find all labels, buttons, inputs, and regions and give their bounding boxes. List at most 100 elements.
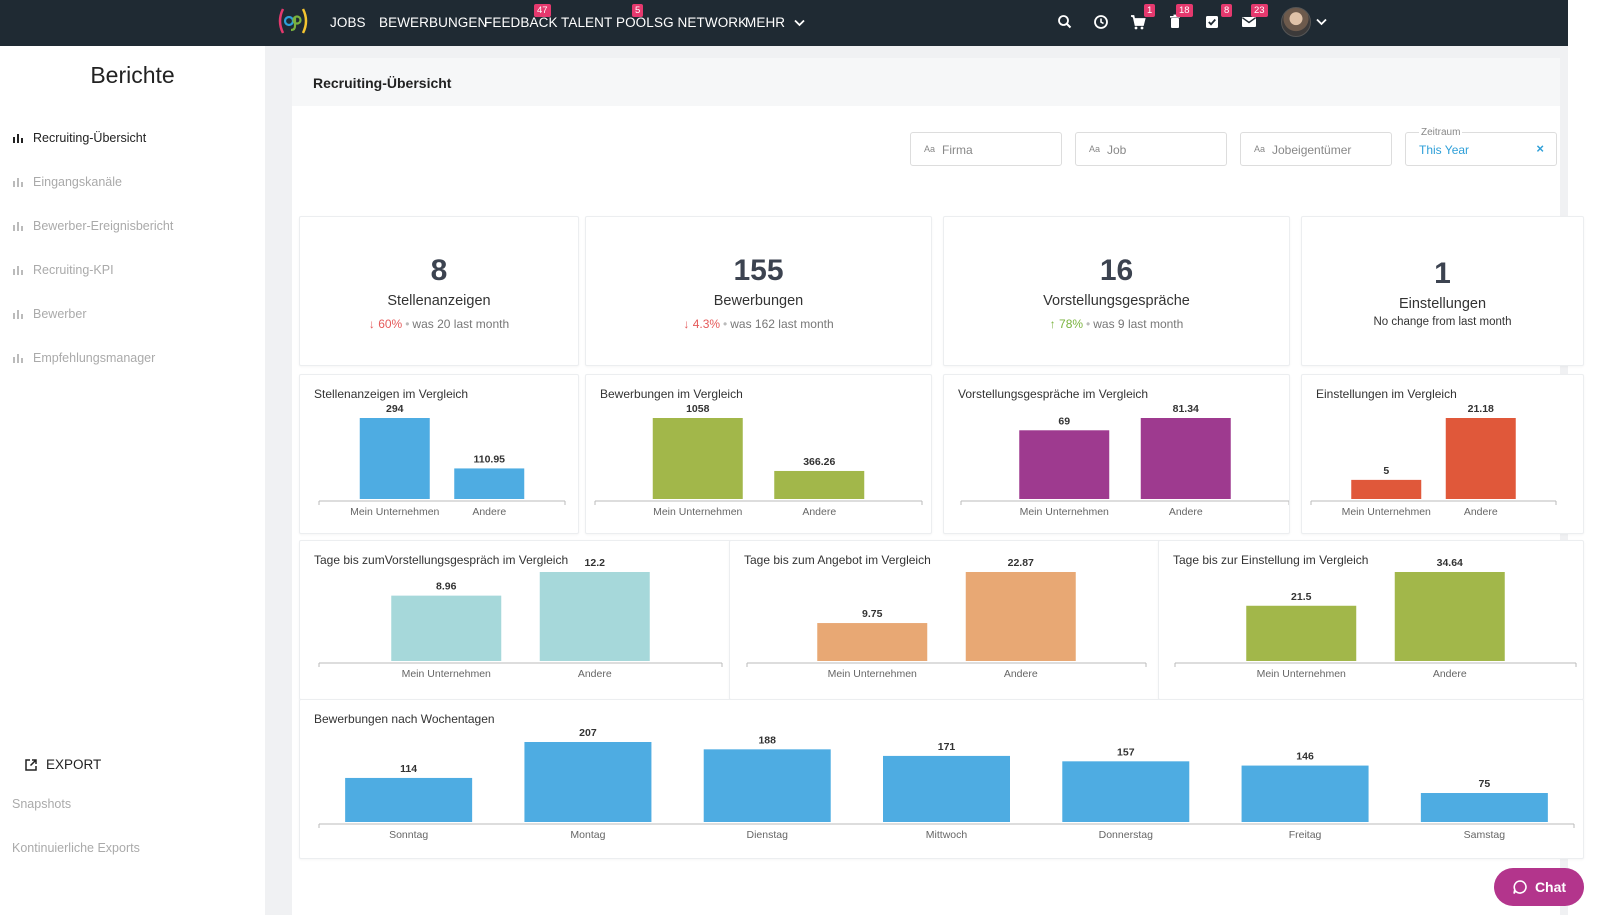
bar[interactable] <box>652 418 743 499</box>
sidebar-item-bewerber[interactable]: Bewerber <box>12 307 87 321</box>
nav-bewerbungen[interactable]: BEWERBUNGEN <box>379 15 488 30</box>
bar-chart-icon <box>13 354 23 363</box>
zeitraum-filter[interactable]: Zeitraum This Year × <box>1405 127 1557 166</box>
chat-bubble-icon <box>1513 880 1527 894</box>
chart-plot: 5 Mein Unternehmen 21.18 Andere <box>1310 403 1557 518</box>
job-filter[interactable]: Aa Job <box>1075 132 1227 166</box>
bar-chart-icon <box>13 222 23 231</box>
bar[interactable] <box>539 572 650 661</box>
avatar-chevron-down-icon[interactable] <box>1316 18 1327 26</box>
chart-plot: 8.96 Mein Unternehmen 12.2 Andere <box>318 557 723 680</box>
sidebar-item-eingangskanaele[interactable]: Eingangskanäle <box>12 175 122 189</box>
category-label: Mein Unternehmen <box>402 668 491 680</box>
sidebar-title: Berichte <box>90 62 175 88</box>
bar[interactable] <box>345 777 473 822</box>
nav-mehr-label: MEHR <box>745 15 786 30</box>
nav-talent-pool[interactable]: TALENT POOL <box>561 15 654 30</box>
chart-title: Bewerbungen im Vergleich <box>600 387 743 401</box>
bar[interactable] <box>1062 761 1190 822</box>
bar-value-label: 171 <box>938 741 956 753</box>
chart-tage-vorstellungsgespraech: 8.96 Mein Unternehmen 12.2 Andere Tage bis … <box>299 540 733 700</box>
snapshots-link[interactable]: Snapshots <box>12 797 72 811</box>
chart-title: Tage bis zum Angebot im Vergleich <box>744 553 931 567</box>
feedback-badge: 47 <box>534 4 551 17</box>
bar[interactable] <box>1140 418 1231 499</box>
cart-icon[interactable] <box>1128 12 1148 32</box>
category-label: Andere <box>1464 506 1498 518</box>
bar[interactable] <box>454 468 525 499</box>
kpi-note: No change from last month <box>1373 316 1512 328</box>
text-type-icon: Aa <box>924 144 936 154</box>
continuous-exports-link[interactable]: Kontinuierliche Exports <box>12 841 140 855</box>
bar[interactable] <box>1420 793 1548 822</box>
mail-icon[interactable] <box>1239 12 1259 32</box>
bar[interactable] <box>1241 765 1369 822</box>
kpi-label: Bewerbungen <box>713 293 804 309</box>
firma-filter[interactable]: Aa Firma <box>910 132 1062 166</box>
export-button[interactable]: EXPORT <box>24 757 101 772</box>
bar-value-label: 69 <box>1058 415 1070 427</box>
arrow-down-icon: ↓ <box>368 317 375 331</box>
bar[interactable] <box>1246 605 1357 661</box>
bar[interactable] <box>703 749 831 822</box>
clear-icon[interactable]: × <box>1536 141 1544 156</box>
category-label: Dienstag <box>746 829 788 841</box>
main-header: Recruiting-Übersicht <box>292 58 1560 106</box>
nav-sg-network[interactable]: SG NETWORK <box>654 15 748 30</box>
nav-jobs[interactable]: JOBS <box>330 15 366 30</box>
bar-value-label: 8.96 <box>436 581 457 593</box>
bar[interactable] <box>524 742 652 822</box>
sidebar-item-empfehlungsmanager[interactable]: Empfehlungsmanager <box>12 351 155 365</box>
external-link-icon <box>25 758 37 771</box>
bar[interactable] <box>965 572 1076 661</box>
nav-feedback[interactable]: FEEDBACK <box>484 15 558 30</box>
zeitraum-label: Zeitraum <box>1419 127 1463 138</box>
sidebar-item-bewerber-ereignisbericht[interactable]: Bewerber-Ereignisbericht <box>12 219 173 233</box>
bar[interactable] <box>1394 572 1505 661</box>
chat-button[interactable]: Chat <box>1494 868 1584 906</box>
sidebar-item-recruiting-kpi[interactable]: Recruiting-KPI <box>12 263 114 277</box>
category-label: Donnerstag <box>1099 829 1153 841</box>
sg-logo[interactable] <box>276 6 310 36</box>
category-label: Montag <box>570 829 605 841</box>
bar[interactable] <box>1445 418 1516 499</box>
bar-value-label: 21.5 <box>1291 591 1312 603</box>
sidebar-item-label: Bewerber-Ereignisbericht <box>33 219 174 233</box>
bar[interactable] <box>391 595 502 661</box>
checkbox-icon[interactable] <box>1202 12 1222 32</box>
kpi-delta-pct: 78% <box>1059 317 1084 331</box>
sidebar-item-recruiting-uebersicht[interactable]: Recruiting-Übersicht <box>12 131 146 145</box>
kpi-delta-suffix: last month <box>453 317 510 331</box>
page-title: Recruiting-Übersicht <box>313 75 452 91</box>
bar-value-label: 81.34 <box>1173 403 1199 415</box>
avatar[interactable] <box>1281 7 1311 37</box>
chart-tage-angebot: 9.75 Mein Unternehmen 22.87 Andere Tage bis… <box>729 540 1163 700</box>
chart-plot: 114 Sonntag 207 Montag 188 Dienstag 171 Mittwoc… <box>318 727 1575 841</box>
trash-icon[interactable] <box>1165 12 1185 32</box>
chart-title: Stellenanzeigen im Vergleich <box>314 387 469 401</box>
trash-badge: 18 <box>1176 4 1193 17</box>
kpi-label: Vorstellungsgespräche <box>1043 293 1190 309</box>
bar-value-label: 207 <box>579 727 597 739</box>
search-icon[interactable] <box>1055 12 1075 32</box>
bar[interactable] <box>774 470 865 499</box>
bar[interactable] <box>359 418 430 499</box>
kpi-delta-was: was 9 <box>1093 317 1125 331</box>
kpi-value: 1 <box>1434 257 1451 290</box>
bar[interactable] <box>883 755 1010 822</box>
nav-mehr[interactable]: MEHR <box>745 15 805 30</box>
bar[interactable] <box>817 623 928 661</box>
arrow-down-icon: ↓ <box>683 317 690 331</box>
category-label: Mein Unternehmen <box>1257 668 1346 680</box>
bar[interactable] <box>1351 479 1422 499</box>
bar[interactable] <box>1019 430 1110 499</box>
category-label: Mein Unternehmen <box>828 668 917 680</box>
jobeigentuemer-filter[interactable]: Aa Jobeigentümer <box>1240 132 1392 166</box>
chevron-down-icon <box>794 19 805 27</box>
bar-value-label: 157 <box>1117 746 1135 758</box>
kpi-delta: ↓ 60% • was 20 last month <box>368 317 510 331</box>
category-label: Mittwoch <box>926 829 968 841</box>
clock-icon[interactable] <box>1091 12 1111 32</box>
export-label: EXPORT <box>46 757 102 772</box>
bar-value-label: 110.95 <box>473 453 505 465</box>
